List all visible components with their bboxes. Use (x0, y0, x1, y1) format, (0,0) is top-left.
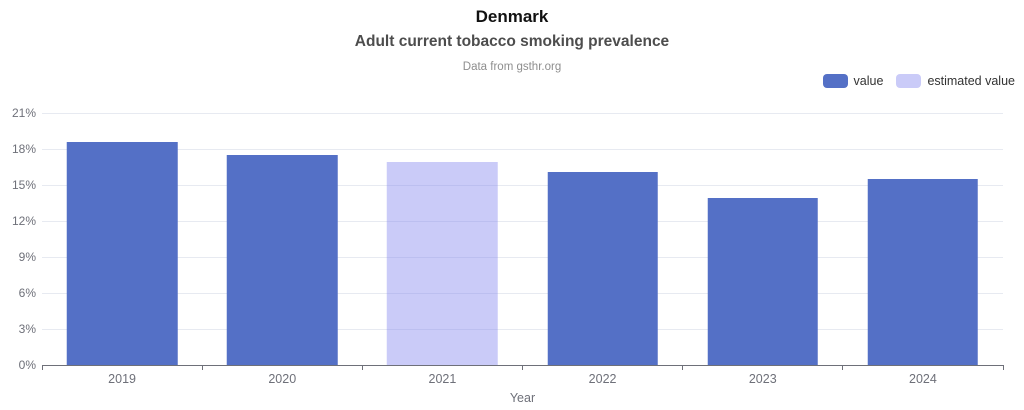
x-axis-label-2023: 2023 (748, 372, 777, 386)
y-axis-tick-label-6: 6% (18, 286, 36, 300)
category-2023 (683, 113, 843, 365)
x-axis-tick (1002, 365, 1004, 370)
legend-label-value: value (853, 74, 884, 88)
y-axis-tick-label-0: 0% (18, 358, 36, 372)
x-axis-label-2019: 2019 (108, 372, 136, 386)
gridline-3 (42, 329, 1003, 330)
bar-container (42, 113, 1003, 365)
x-axis-labels: 2019 2020 2021 2022 2023 2024 (42, 372, 1003, 388)
gridline-21 (42, 113, 1003, 114)
legend-item-value[interactable]: value (822, 74, 884, 88)
x-axis-label-2022: 2022 (588, 372, 617, 386)
bar-2022[interactable] (547, 171, 658, 365)
y-axis-tick-label-9: 9% (18, 250, 36, 264)
x-axis-label-2024: 2024 (909, 372, 937, 386)
y-axis-tick-label-12: 12% (11, 214, 36, 228)
category-2024 (843, 113, 1003, 365)
x-axis-tick (361, 365, 363, 370)
legend-swatch-estimated-value (896, 74, 922, 88)
x-axis-title: Year (509, 391, 536, 405)
gridline-18 (42, 149, 1003, 150)
y-axis-tick-label-3: 3% (18, 322, 36, 336)
category-2021 (362, 113, 522, 365)
chart-source-note: Data from gsthr.org (462, 61, 562, 73)
y-axis-tick-label-18: 18% (11, 142, 36, 156)
bar-2024[interactable] (867, 179, 979, 365)
gridline-6 (42, 293, 1003, 294)
x-axis-tick (522, 365, 523, 370)
legend-label-estimated-value: estimated value (927, 74, 1015, 88)
x-axis-tick (682, 365, 684, 370)
bar-2021-estimated[interactable] (387, 162, 498, 365)
chart-subtitle: Adult current tobacco smoking prevalence (354, 33, 670, 50)
gridline-15 (42, 185, 1003, 186)
y-axis-tick-label-15: 15% (11, 178, 36, 192)
x-axis-label-2020: 2020 (268, 372, 297, 386)
x-axis-label-2021: 2021 (428, 372, 457, 386)
y-axis-tick-label-21: 21% (11, 106, 36, 120)
x-axis-tick (41, 365, 43, 370)
bar-2023[interactable] (707, 198, 819, 365)
category-2019 (42, 113, 202, 365)
chart-title: Denmark (475, 7, 549, 26)
x-axis-tick (201, 365, 203, 370)
plot-area (41, 113, 1004, 370)
legend-swatch-value (822, 74, 848, 88)
gridline-12 (42, 221, 1003, 222)
legend: value estimated value (822, 74, 1015, 88)
category-2020 (202, 113, 362, 365)
legend-item-estimated-value[interactable]: estimated value (896, 74, 1015, 88)
category-2022 (523, 113, 683, 365)
x-axis-tick (842, 365, 844, 370)
bar-2019[interactable] (66, 141, 178, 365)
bar-2020[interactable] (226, 155, 338, 365)
gridline-9 (42, 257, 1003, 258)
